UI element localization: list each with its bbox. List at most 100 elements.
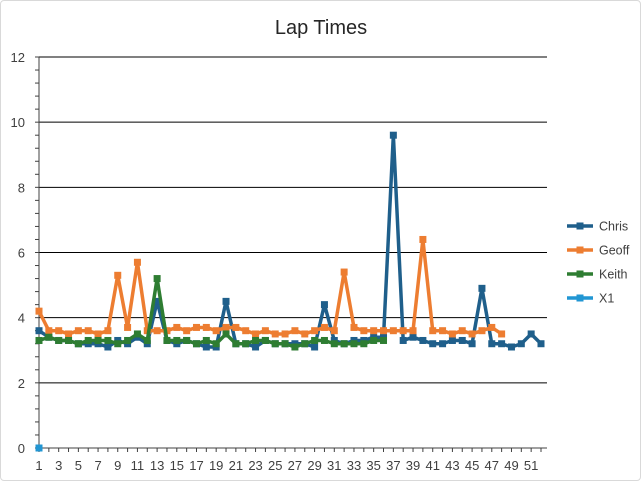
data-point bbox=[320, 336, 328, 344]
data-point bbox=[212, 340, 220, 348]
data-point bbox=[419, 336, 427, 344]
data-point bbox=[35, 336, 43, 344]
data-point bbox=[252, 343, 260, 351]
x-tick-label: 37 bbox=[386, 458, 400, 473]
data-point bbox=[192, 340, 200, 348]
data-point bbox=[202, 336, 210, 344]
data-point bbox=[242, 340, 250, 348]
series-line-geoff bbox=[37, 237, 503, 336]
data-point bbox=[114, 340, 122, 348]
data-point bbox=[340, 340, 348, 348]
y-tick-label: 0 bbox=[18, 441, 25, 456]
x-tick-label: 11 bbox=[131, 458, 145, 473]
legend-marker bbox=[576, 222, 584, 230]
legend-label: Geoff bbox=[599, 244, 630, 258]
data-point bbox=[271, 330, 279, 338]
data-point bbox=[232, 323, 240, 331]
data-point bbox=[281, 340, 289, 348]
data-point bbox=[488, 323, 496, 331]
x-tick-label: 27 bbox=[288, 458, 302, 473]
data-point bbox=[291, 327, 299, 335]
data-point bbox=[232, 340, 240, 348]
data-point bbox=[360, 327, 368, 335]
data-point bbox=[104, 327, 112, 335]
x-tick-label: 1 bbox=[35, 458, 42, 473]
data-point bbox=[65, 336, 73, 344]
data-point bbox=[173, 336, 181, 344]
data-point bbox=[340, 268, 348, 276]
data-point bbox=[104, 343, 112, 351]
data-point bbox=[65, 330, 73, 338]
data-point bbox=[202, 323, 210, 331]
x-tick-label: 3 bbox=[55, 458, 62, 473]
data-point bbox=[311, 343, 319, 351]
data-point bbox=[94, 330, 102, 338]
data-point bbox=[252, 336, 260, 344]
data-point bbox=[389, 327, 397, 335]
data-point bbox=[133, 258, 141, 266]
data-point bbox=[360, 340, 368, 348]
data-point bbox=[222, 330, 230, 338]
data-point bbox=[537, 340, 545, 348]
legend-marker bbox=[576, 246, 584, 254]
x-tick-label: 19 bbox=[209, 458, 223, 473]
y-tick-label: 8 bbox=[18, 180, 25, 195]
data-point bbox=[458, 327, 466, 335]
data-point bbox=[74, 327, 82, 335]
x-tick-label: 51 bbox=[524, 458, 538, 473]
x-tick-label: 21 bbox=[229, 458, 243, 473]
x-tick-label: 47 bbox=[485, 458, 499, 473]
data-point bbox=[261, 336, 269, 344]
series-geoff bbox=[35, 235, 506, 338]
x-tick-label: 13 bbox=[150, 458, 164, 473]
data-point bbox=[252, 330, 260, 338]
data-point bbox=[350, 323, 358, 331]
data-point bbox=[409, 333, 417, 341]
data-point bbox=[399, 327, 407, 335]
x-tick-label: 29 bbox=[307, 458, 321, 473]
legend-label: Chris bbox=[599, 220, 628, 234]
data-point bbox=[35, 327, 43, 335]
x-tick-label: 17 bbox=[189, 458, 203, 473]
x-tick-label: 5 bbox=[75, 458, 82, 473]
data-point bbox=[409, 327, 417, 335]
data-point bbox=[173, 323, 181, 331]
data-point bbox=[212, 327, 220, 335]
data-point bbox=[370, 327, 378, 335]
data-point bbox=[439, 340, 447, 348]
series-x1 bbox=[35, 444, 43, 452]
data-point bbox=[163, 336, 171, 344]
data-point bbox=[153, 327, 161, 335]
data-point bbox=[419, 235, 427, 243]
data-point bbox=[399, 336, 407, 344]
series-keith bbox=[35, 275, 388, 351]
data-point bbox=[84, 327, 92, 335]
x-tick-label: 33 bbox=[347, 458, 361, 473]
x-tick-label: 43 bbox=[445, 458, 459, 473]
data-point bbox=[311, 327, 319, 335]
data-point bbox=[439, 327, 447, 335]
data-point bbox=[380, 336, 388, 344]
data-point bbox=[311, 336, 319, 344]
data-point bbox=[143, 336, 151, 344]
data-point bbox=[55, 336, 63, 344]
series-line-chris bbox=[38, 133, 543, 349]
y-tick-label: 12 bbox=[11, 50, 25, 65]
x-tick-label: 39 bbox=[406, 458, 420, 473]
data-point bbox=[133, 330, 141, 338]
data-point bbox=[202, 343, 210, 351]
data-point bbox=[114, 271, 122, 279]
data-point bbox=[183, 327, 191, 335]
data-point bbox=[468, 330, 476, 338]
data-point bbox=[291, 343, 299, 351]
x-tick-label: 7 bbox=[94, 458, 101, 473]
data-point bbox=[222, 297, 230, 305]
x-tick-label: 15 bbox=[170, 458, 184, 473]
data-point bbox=[320, 323, 328, 331]
data-point bbox=[153, 297, 161, 305]
y-tick-label: 10 bbox=[11, 115, 25, 130]
data-point bbox=[84, 336, 92, 344]
data-point bbox=[527, 330, 535, 338]
y-tick-label: 4 bbox=[18, 311, 25, 326]
